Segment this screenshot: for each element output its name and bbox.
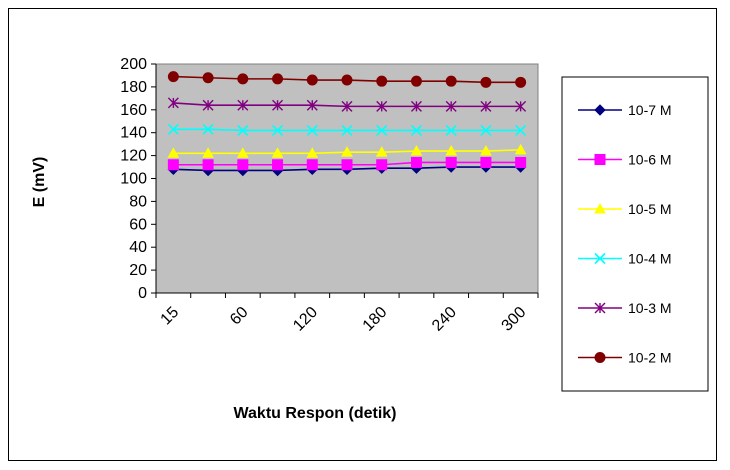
data-point	[306, 147, 319, 158]
data-point	[375, 146, 388, 157]
y-tick-label: 120	[120, 148, 147, 165]
y-tick-label: 200	[120, 56, 147, 73]
data-point	[480, 144, 492, 156]
data-point	[410, 75, 422, 87]
x-tick-label: 15	[158, 304, 183, 329]
data-point	[306, 124, 318, 136]
y-tick-label: 100	[120, 171, 147, 188]
data-point	[236, 147, 249, 158]
y-tick-label: 140	[120, 125, 147, 142]
y-tick-label: 40	[129, 239, 147, 256]
data-point	[480, 124, 492, 136]
data-point	[445, 156, 457, 168]
data-point	[272, 73, 284, 85]
data-point	[445, 75, 457, 87]
x-tick-label: 300	[499, 304, 530, 335]
data-point	[514, 143, 527, 155]
y-tick-label: 180	[120, 79, 147, 96]
plot-area	[155, 63, 539, 294]
x-axis-title: Waktu Respon (detik)	[234, 405, 397, 422]
data-point	[306, 99, 318, 111]
data-point	[306, 159, 318, 171]
data-point	[167, 123, 179, 135]
data-point	[341, 146, 353, 157]
y-tick-label: 0	[138, 285, 147, 302]
data-point	[202, 123, 214, 135]
data-point	[480, 100, 492, 112]
data-point	[202, 159, 214, 171]
legend-marker	[594, 202, 606, 214]
x-tick-label: 60	[227, 304, 252, 329]
data-point	[341, 100, 353, 112]
y-tick-label: 60	[129, 216, 147, 233]
data-point	[445, 144, 458, 156]
data-point	[410, 144, 423, 156]
data-point	[445, 124, 457, 136]
data-point	[515, 100, 527, 112]
legend-label: 10-5 M	[628, 201, 672, 217]
data-point	[410, 100, 422, 112]
legend-marker	[594, 302, 606, 314]
data-point	[376, 100, 388, 112]
x-tick-label: 180	[360, 304, 391, 335]
legend-label: 10-3 M	[628, 300, 672, 316]
legend-marker	[594, 154, 606, 165]
data-point	[237, 99, 249, 111]
data-point	[376, 124, 388, 136]
data-point	[167, 147, 180, 158]
data-point	[271, 124, 284, 136]
data-point	[167, 159, 179, 171]
data-point	[376, 159, 388, 171]
data-point	[237, 124, 249, 136]
data-point	[480, 76, 492, 88]
y-axis-title: E (mV)	[31, 157, 48, 208]
data-point	[272, 159, 284, 171]
legend-box	[561, 76, 709, 392]
legend-label: 10-2 M	[628, 350, 672, 366]
data-point	[167, 97, 179, 109]
data-point	[515, 124, 527, 136]
data-point	[445, 100, 457, 112]
data-point	[202, 147, 214, 158]
data-point	[271, 147, 284, 158]
data-point	[410, 156, 422, 168]
data-point	[515, 156, 527, 168]
data-point	[341, 74, 353, 86]
y-tick-label: 80	[129, 193, 147, 210]
data-point	[341, 159, 353, 171]
legend-label: 10-4 M	[628, 251, 672, 267]
data-point	[341, 124, 353, 136]
data-point	[167, 71, 179, 83]
data-point	[202, 99, 214, 111]
data-point	[237, 73, 249, 85]
data-point	[515, 76, 527, 88]
legend-marker	[594, 352, 606, 363]
legend-label: 10-6 M	[628, 152, 672, 168]
x-tick-label: 120	[290, 304, 321, 335]
legend-label: 10-7 M	[628, 102, 672, 118]
data-point	[480, 156, 492, 168]
data-point	[306, 74, 318, 86]
legend-marker	[594, 104, 606, 116]
data-point	[410, 124, 423, 136]
legend-marker	[594, 252, 606, 265]
x-tick-label: 240	[429, 304, 460, 335]
data-point	[272, 99, 284, 111]
y-tick-label: 20	[129, 262, 147, 279]
data-point	[376, 75, 388, 87]
data-point	[237, 159, 249, 171]
data-point	[202, 72, 214, 84]
y-tick-label: 160	[120, 102, 147, 119]
